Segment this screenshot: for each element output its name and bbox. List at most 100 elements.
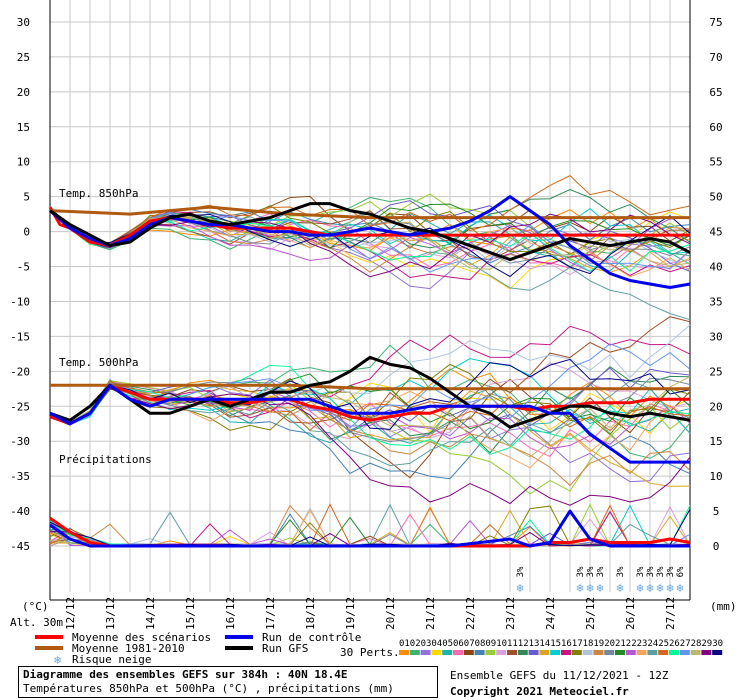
pert-swatch (636, 650, 647, 655)
series-line (48, 206, 690, 248)
pert-swatch (615, 650, 625, 655)
legend-gfs-label: Run GFS (262, 642, 308, 655)
footer-title: Diagramme des ensembles GEFS sur 384h : … (23, 668, 348, 681)
snow-risk-label: 3% (586, 566, 596, 577)
snow-risk-label: 3% (646, 566, 656, 577)
right-tick-label: 10 (709, 470, 722, 483)
pert-number: 15 (550, 639, 561, 649)
altitude-label: Alt. 30m (10, 616, 63, 629)
pert-number: 26 (669, 639, 680, 649)
right-tick-label: 15 (709, 435, 722, 448)
snowflake-icon: ❄ (576, 581, 583, 595)
snowflake-icon: ❄ (676, 581, 683, 595)
pert-swatch (669, 650, 679, 655)
pert-number: 06 (453, 639, 464, 649)
snow-risk-label: 3% (656, 566, 666, 577)
pert-swatch (474, 650, 485, 655)
pert-number: 25 (658, 639, 669, 649)
x-tick-label: 19/12 (344, 597, 357, 630)
pert-number: 21 (615, 639, 626, 649)
legend-climate-label: Moyenne 1981-2010 (72, 642, 185, 655)
x-tick-label: 21/12 (424, 597, 437, 630)
copyright: Copyright 2021 Meteociel.fr (450, 685, 629, 698)
right-tick-label: 35 (709, 295, 722, 308)
pert-swatch (701, 650, 712, 655)
snowflake-icon: ❄ (616, 581, 623, 595)
pert-number: 28 (691, 639, 702, 649)
pert-number: 12 (518, 639, 529, 649)
pert-number: 24 (647, 639, 658, 649)
pert-number: 11 (507, 639, 518, 649)
pert-swatch (507, 650, 517, 655)
right-tick-label: 60 (709, 121, 722, 134)
pert-swatch (485, 650, 496, 655)
x-tick-label: 13/12 (104, 597, 117, 630)
right-tick-label: 5 (713, 505, 720, 518)
left-tick-label: 25 (17, 51, 30, 64)
left-tick-label: 15 (17, 121, 30, 134)
pert-number: 02 (410, 639, 421, 649)
right-unit: (mm) (710, 600, 737, 613)
left-tick-label: -25 (10, 400, 30, 413)
pert-number: 07 (464, 639, 475, 649)
x-tick-label: 24/12 (544, 597, 557, 630)
pert-number: 27 (680, 639, 691, 649)
pert-number: 10 (496, 639, 507, 649)
right-tick-label: 50 (709, 191, 722, 204)
section-label: Précipitations (59, 453, 152, 466)
right-tick-label: 75 (709, 16, 722, 29)
x-tick-label: 20/12 (384, 597, 397, 630)
pert-swatch (571, 650, 582, 655)
pert-number: 14 (539, 639, 550, 649)
member-line (49, 175, 691, 244)
pert-number: 18 (583, 639, 594, 649)
member-line (49, 380, 691, 432)
series-line (49, 383, 690, 464)
x-tick-label: 26/12 (624, 597, 637, 630)
member-line (49, 381, 691, 458)
left-tick-label: 10 (17, 156, 30, 169)
footer-info: Ensemble GEFS du 11/12/2021 - 12Z Copyri… (450, 668, 669, 700)
snowflake-icon: ❄ (646, 581, 653, 595)
pert-swatch (431, 650, 442, 655)
main-lines (48, 195, 691, 548)
section-label: Temp. 500hPa (59, 356, 138, 369)
series-line (49, 355, 691, 429)
snow-risk-label: 3% (596, 566, 606, 577)
pert-number: 22 (626, 639, 637, 649)
left-tick-label: 20 (17, 86, 30, 99)
x-tick-label: 25/12 (584, 597, 597, 630)
section-label: Temp. 850hPa (59, 187, 138, 200)
member-line (49, 206, 691, 273)
left-tick-label: -5 (17, 261, 30, 274)
pert-swatch (528, 650, 539, 655)
pert-swatch (604, 650, 615, 655)
x-tick-label: 15/12 (184, 597, 197, 630)
series-line (49, 383, 690, 426)
pert-number: 23 (637, 639, 648, 649)
pert-swatch (463, 650, 474, 655)
x-tick-label: 22/12 (464, 597, 477, 630)
grid (49, 0, 691, 592)
pert-swatch (517, 650, 528, 655)
pert-number: 08 (475, 639, 486, 649)
right-tick-label: 30 (709, 330, 722, 343)
legend-perts-label: 30 Perts. (340, 646, 400, 659)
pert-swatch (442, 650, 453, 655)
member-line (49, 383, 691, 450)
x-tick-label: 12/12 (64, 597, 77, 630)
pert-number: 16 (561, 639, 572, 649)
pert-swatch (420, 650, 431, 655)
right-tick-label: 70 (709, 51, 722, 64)
left-tick-label: 5 (23, 191, 30, 204)
x-tick-label: 18/12 (304, 597, 317, 630)
right-tick-label: 40 (709, 261, 722, 274)
pert-swatch (561, 650, 571, 655)
left-tick-label: -45 (10, 540, 30, 553)
pert-number: 17 (572, 639, 583, 649)
pert-swatch (658, 650, 669, 655)
pert-swatch (679, 650, 690, 655)
